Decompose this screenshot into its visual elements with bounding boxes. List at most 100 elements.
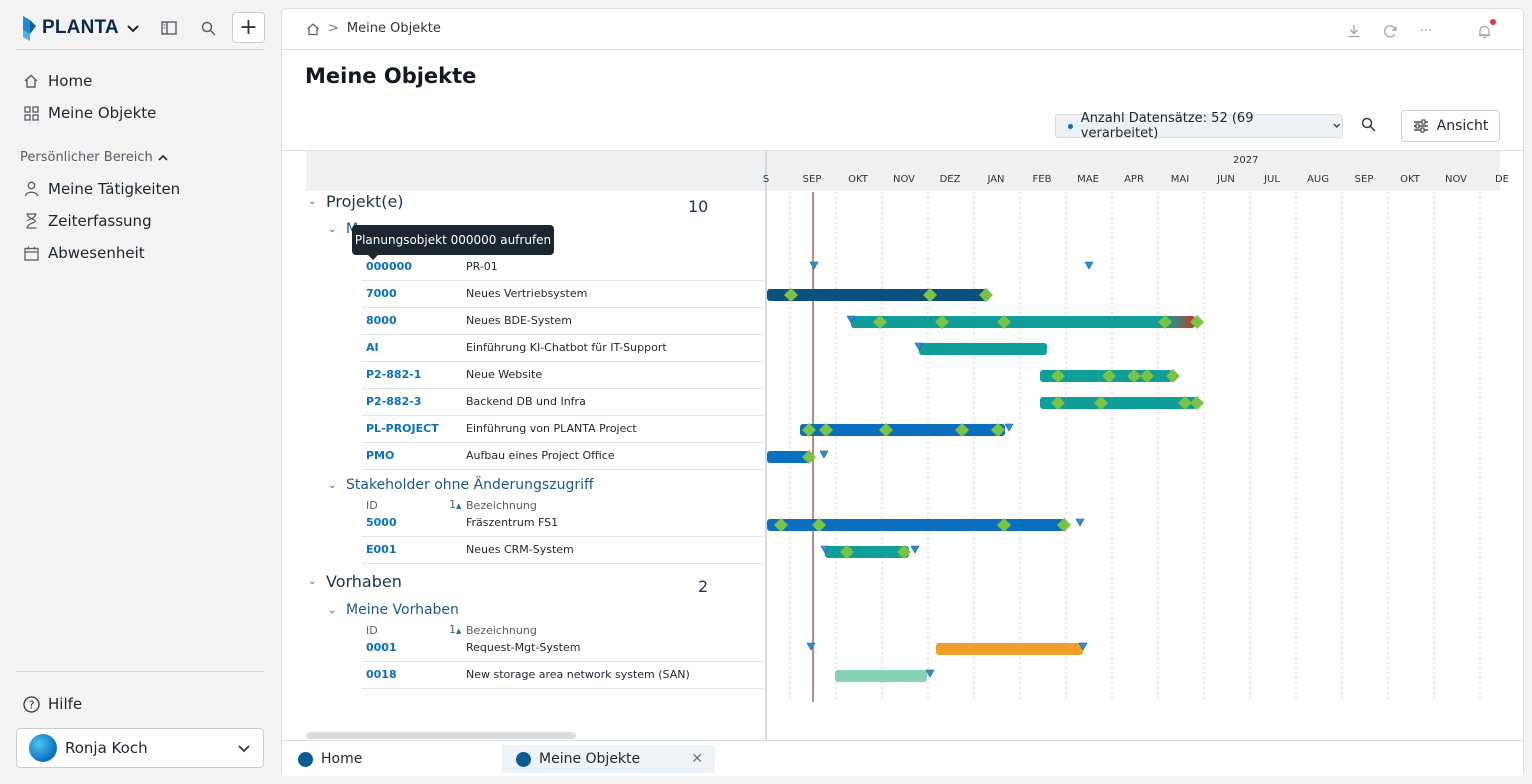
section-personal-toggle[interactable]: Persönlicher Bereich <box>20 150 169 165</box>
row-id-link[interactable]: 0001 <box>366 641 397 654</box>
table-row[interactable]: P2-882-3 Backend DB und Infra <box>362 389 764 416</box>
chevron-up-icon <box>158 154 168 161</box>
row-name: Fräszentrum FS1 <box>466 516 559 529</box>
group-vorhaben[interactable]: ⌄ Vorhaben <box>308 572 402 591</box>
column-header-name[interactable]: Bezeichnung <box>466 499 537 512</box>
table-row[interactable]: 000000 PR-01 <box>362 254 764 281</box>
nav-item-zeiterfassung[interactable]: Zeiterfassung <box>22 209 152 233</box>
download-icon[interactable] <box>1344 21 1364 41</box>
deadline-marker <box>1084 261 1094 270</box>
sidebar-toggle-icon[interactable] <box>157 16 181 40</box>
milestone-diamond <box>955 423 969 437</box>
table-row[interactable]: PL-PROJECT Einführung von PLANTA Project <box>362 416 764 443</box>
milestone-diamond <box>979 288 993 302</box>
sort-order: 1 <box>449 623 456 636</box>
section-label: Persönlicher Bereich <box>20 150 153 165</box>
status-dot <box>1068 123 1073 129</box>
tab-icon <box>298 751 313 767</box>
nav-item-home[interactable]: Home <box>22 69 92 93</box>
search-icon[interactable] <box>196 16 220 40</box>
row-id-link[interactable]: PMO <box>366 449 395 462</box>
deadline-marker <box>820 545 830 554</box>
records-count-dropdown[interactable]: Anzahl Datensätze: 52 (69 verarbeitet) <box>1055 111 1343 141</box>
table-row[interactable]: AI Einführung KI-Chatbot für IT-Support <box>362 335 764 362</box>
help-icon: ? <box>22 695 40 713</box>
row-id-link[interactable]: 000000 <box>366 260 412 273</box>
timeline-month: MAI <box>1170 174 1190 185</box>
row-id-link[interactable]: PL-PROJECT <box>366 422 439 435</box>
main-panel: > Meine Objekte ··· Meine Objekte Anzahl… <box>281 8 1524 776</box>
tab-home[interactable]: Home <box>298 745 498 773</box>
notification-bell-icon[interactable] <box>1474 19 1496 41</box>
table-row[interactable]: P2-882-1 Neue Website <box>362 362 764 389</box>
milestone-diamond <box>1166 369 1180 383</box>
deadline-marker <box>809 261 819 270</box>
chevron-down-icon: ⌄ <box>328 479 337 491</box>
divider <box>16 49 264 50</box>
row-id-link[interactable]: 7000 <box>366 287 397 300</box>
milestone-diamond <box>1190 396 1204 410</box>
row-id-link[interactable]: P2-882-3 <box>366 395 422 408</box>
row-id-link[interactable]: 5000 <box>366 516 397 529</box>
table-row[interactable]: 8000 Neues BDE-System <box>362 308 764 335</box>
column-header-id[interactable]: ID <box>366 499 378 512</box>
table-row[interactable]: 5000 Fräszentrum FS1 <box>362 510 764 537</box>
row-id-link[interactable]: P2-882-1 <box>366 368 422 381</box>
page-title: Meine Objekte <box>305 64 477 88</box>
user-menu[interactable]: Ronja Koch <box>16 728 264 768</box>
gantt-bar <box>825 546 909 558</box>
tab-meine-objekte[interactable]: Meine Objekte ✕ <box>502 745 715 773</box>
column-header-name[interactable]: Bezeichnung <box>466 624 537 637</box>
pane-splitter[interactable] <box>765 151 767 741</box>
row-name: Einführung KI-Chatbot für IT-Support <box>466 341 667 354</box>
milestone-diamond <box>1051 396 1065 410</box>
more-icon[interactable]: ··· <box>1419 23 1433 39</box>
table-row[interactable]: PMO Aufbau eines Project Office <box>362 443 764 470</box>
column-header-id[interactable]: ID <box>366 624 378 637</box>
timeline-month: JUN <box>1217 174 1235 185</box>
milestone-diamond <box>879 423 893 437</box>
row-id-link[interactable]: 0018 <box>366 668 397 681</box>
deadline-marker <box>819 450 829 459</box>
nav-item-meine-objekte[interactable]: Meine Objekte <box>22 101 156 125</box>
group-projects[interactable]: ⌄ Projekt(e) <box>308 192 404 211</box>
row-id-link[interactable]: 8000 <box>366 314 397 327</box>
deadline-marker <box>1004 423 1014 432</box>
chevron-down-icon: ⌄ <box>328 604 337 616</box>
milestone-diamond <box>1178 396 1192 410</box>
row-id-link[interactable]: E001 <box>366 543 397 556</box>
search-icon[interactable] <box>1358 114 1378 134</box>
timeline-month: FEB <box>1032 174 1052 185</box>
timeline-month: NOV <box>1444 174 1468 185</box>
horizontal-scrollbar[interactable] <box>306 732 576 739</box>
row-name: Neues Vertriebsystem <box>466 287 588 300</box>
breadcrumb: > Meine Objekte <box>306 21 441 36</box>
nav-item-abwesenheit[interactable]: Abwesenheit <box>22 241 145 265</box>
help-label: Hilfe <box>48 695 83 713</box>
create-new-button[interactable]: + <box>232 12 265 43</box>
row-id-link[interactable]: AI <box>366 341 379 354</box>
table-row[interactable]: E001 Neues CRM-System <box>362 537 764 564</box>
app-switcher[interactable]: PLANTA <box>20 12 141 44</box>
table-row[interactable]: 7000 Neues Vertriebsystem <box>362 281 764 308</box>
tab-label: Meine Objekte <box>539 751 641 767</box>
chevron-down-icon <box>1333 123 1341 128</box>
calendar-icon <box>22 244 40 262</box>
subgroup-stakeholder[interactable]: ⌄ Stakeholder ohne Änderungszugriff <box>328 477 594 493</box>
nav-item-taetigkeiten[interactable]: Meine Tätigkeiten <box>22 177 180 201</box>
home-icon[interactable] <box>306 22 320 36</box>
row-name: Request-Mgt-System <box>466 641 581 654</box>
help-link[interactable]: ? Hilfe <box>22 692 82 716</box>
table-row[interactable]: 0018 New storage area network system (SAN… <box>362 662 764 689</box>
table-row[interactable]: 0001 Request-Mgt-System <box>362 635 764 662</box>
refresh-icon[interactable] <box>1380 21 1400 41</box>
milestone-diamond <box>784 288 798 302</box>
milestone-diamond <box>802 423 816 437</box>
view-button[interactable]: Ansicht <box>1401 110 1500 142</box>
deadline-marker <box>846 315 856 324</box>
subgroup-meine-vorhaben[interactable]: ⌄ Meine Vorhaben <box>328 602 459 618</box>
timeline-month: OKT <box>1400 174 1420 185</box>
nav-label: Meine Objekte <box>48 104 157 122</box>
close-icon[interactable]: ✕ <box>691 751 703 767</box>
grid-icon <box>22 104 40 122</box>
